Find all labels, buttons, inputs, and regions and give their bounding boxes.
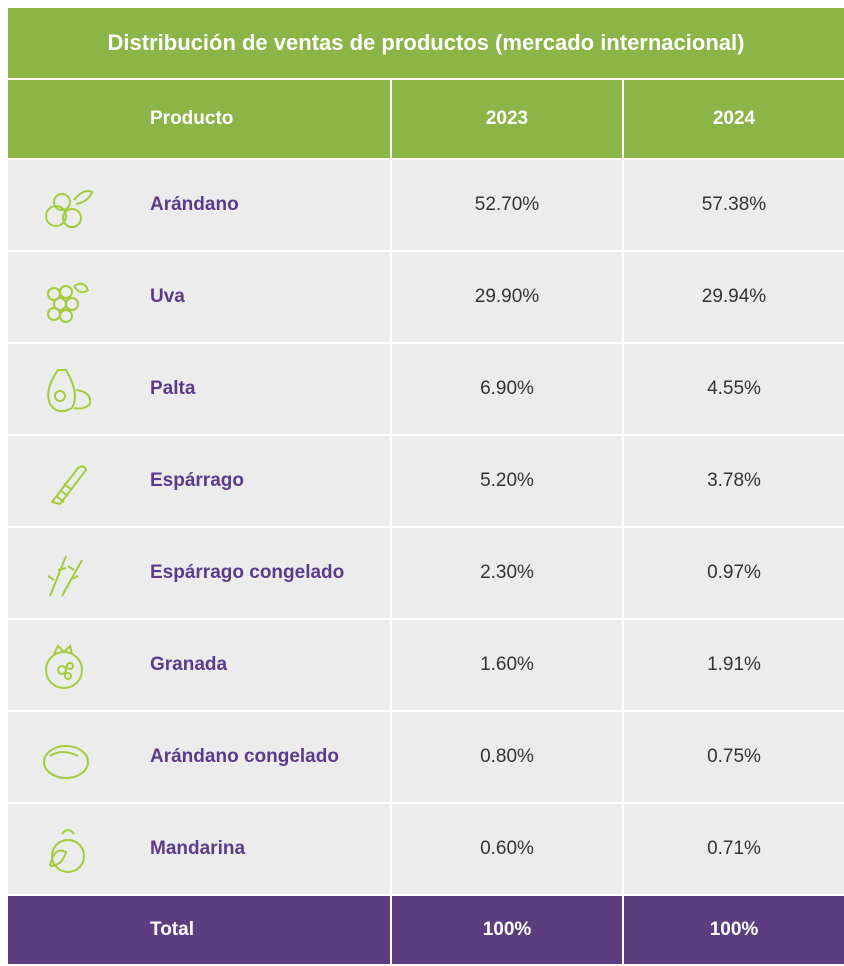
value-cell-text: 52.70% — [474, 194, 540, 215]
value-cell: 57.38% — [624, 160, 844, 250]
product-cell: Palta — [8, 344, 390, 434]
value-cell-text: 29.90% — [474, 286, 540, 307]
value-cell: 52.70% — [392, 160, 622, 250]
product-cell: Espárrago congelado — [8, 528, 390, 618]
total-cell-text: 100% — [482, 919, 532, 940]
value-cell-text: 1.60% — [480, 654, 534, 675]
value-cell: 4.55% — [624, 344, 844, 434]
value-cell: 0.75% — [624, 712, 844, 802]
value-cell-text: 6.90% — [480, 378, 534, 399]
value-cell: 1.91% — [624, 620, 844, 710]
product-cell-text: Granada — [150, 654, 228, 675]
table: Producto 2023 2024 Arándano 52.70% 57.38% Uva 2… — [8, 80, 844, 964]
product-cell: Mandarina — [8, 804, 390, 894]
product-cell: Arándano congelado — [8, 712, 390, 802]
product-cell-text: Uva — [150, 286, 185, 307]
total-cell: 100% — [392, 896, 622, 964]
product-cell-text: Palta — [150, 378, 196, 399]
value-cell: 29.94% — [624, 252, 844, 342]
value-cell-text: 2.30% — [480, 562, 534, 583]
header-cell: 2024 — [624, 80, 844, 158]
product-icon — [43, 745, 89, 779]
product-cell-text: Mandarina — [150, 838, 246, 859]
table-card: Distribución de ventas de productos (mer… — [8, 8, 844, 964]
value-cell-text: 0.97% — [707, 562, 761, 583]
header-cell-text: 2023 — [485, 108, 529, 129]
value-cell: 2.30% — [392, 528, 622, 618]
value-cell-text: 0.71% — [707, 838, 761, 859]
product-cell-text: Espárrago — [150, 470, 244, 491]
product-icon — [47, 369, 92, 413]
product-icon — [50, 465, 88, 506]
header-cell-text: Producto — [150, 108, 234, 129]
product-cell: Uva — [8, 252, 390, 342]
value-cell-text: 4.55% — [707, 378, 761, 399]
value-cell-text: 0.80% — [480, 746, 534, 767]
value-cell: 1.60% — [392, 620, 622, 710]
product-cell: Arándano — [8, 160, 390, 250]
value-cell: 29.90% — [392, 252, 622, 342]
value-cell: 0.71% — [624, 804, 844, 894]
value-cell-text: 29.94% — [701, 286, 767, 307]
table-title: Distribución de ventas de productos (mer… — [8, 8, 844, 78]
header-cell: 2023 — [392, 80, 622, 158]
value-cell-text: 5.20% — [480, 470, 534, 491]
product-icon — [47, 282, 90, 323]
value-cell: 0.97% — [624, 528, 844, 618]
product-cell-text: Arándano congelado — [150, 746, 339, 767]
header-cell: Producto — [8, 80, 390, 158]
total-cell-text: Total — [150, 919, 194, 940]
product-cell: Espárrago — [8, 436, 390, 526]
product-icon — [45, 190, 94, 228]
product-cell-text: Espárrago congelado — [150, 562, 345, 583]
product-cell: Granada — [8, 620, 390, 710]
value-cell-text: 0.60% — [480, 838, 534, 859]
value-cell: 6.90% — [392, 344, 622, 434]
value-cell-text: 1.91% — [707, 654, 761, 675]
value-cell: 0.60% — [392, 804, 622, 894]
total-cell: 100% — [624, 896, 844, 964]
value-cell: 0.80% — [392, 712, 622, 802]
header-cell-text: 2024 — [712, 108, 756, 129]
total-cell: Total — [8, 896, 390, 964]
value-cell: 3.78% — [624, 436, 844, 526]
value-cell-text: 0.75% — [707, 746, 761, 767]
value-cell-text: 57.38% — [701, 194, 767, 215]
product-icon — [47, 555, 83, 597]
product-icon — [49, 829, 85, 873]
total-cell-text: 100% — [709, 919, 759, 940]
product-icon — [45, 644, 83, 689]
value-cell: 5.20% — [392, 436, 622, 526]
value-cell-text: 3.78% — [707, 470, 761, 491]
product-cell-text: Arándano — [150, 194, 239, 215]
